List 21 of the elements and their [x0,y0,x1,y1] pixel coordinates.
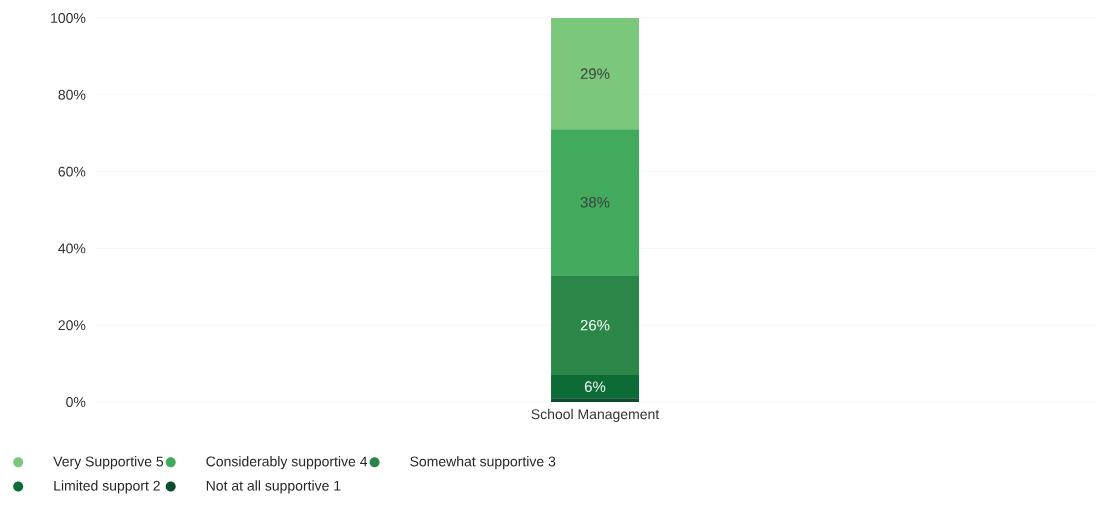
x-tick-label: School Management [531,408,660,422]
y-tick-label: 60% [58,166,86,177]
data-label: 38% [580,197,610,208]
bar [551,18,640,130]
legend-label: Very Supportive 5 [53,456,164,470]
legend-label: Somewhat supportive 3 [410,456,556,470]
bar [551,275,640,376]
y-tick-label: 100% [51,13,86,23]
bar [551,129,640,276]
data-label: 6% [584,381,606,392]
data-label: 26% [580,319,610,331]
bar [551,375,640,399]
y-tick-label: 20% [58,320,86,331]
legend-label: Not at all supportive 1 [206,480,341,494]
legend-label: Considerably supportive 4 [206,456,368,470]
data-label: 29% [580,68,610,79]
y-tick-label: 40% [58,243,86,254]
y-tick-label: 80% [58,89,86,100]
y-tick-label: 0% [66,397,86,407]
legend-label: Limited support 2 [54,480,160,494]
bar [551,398,640,402]
